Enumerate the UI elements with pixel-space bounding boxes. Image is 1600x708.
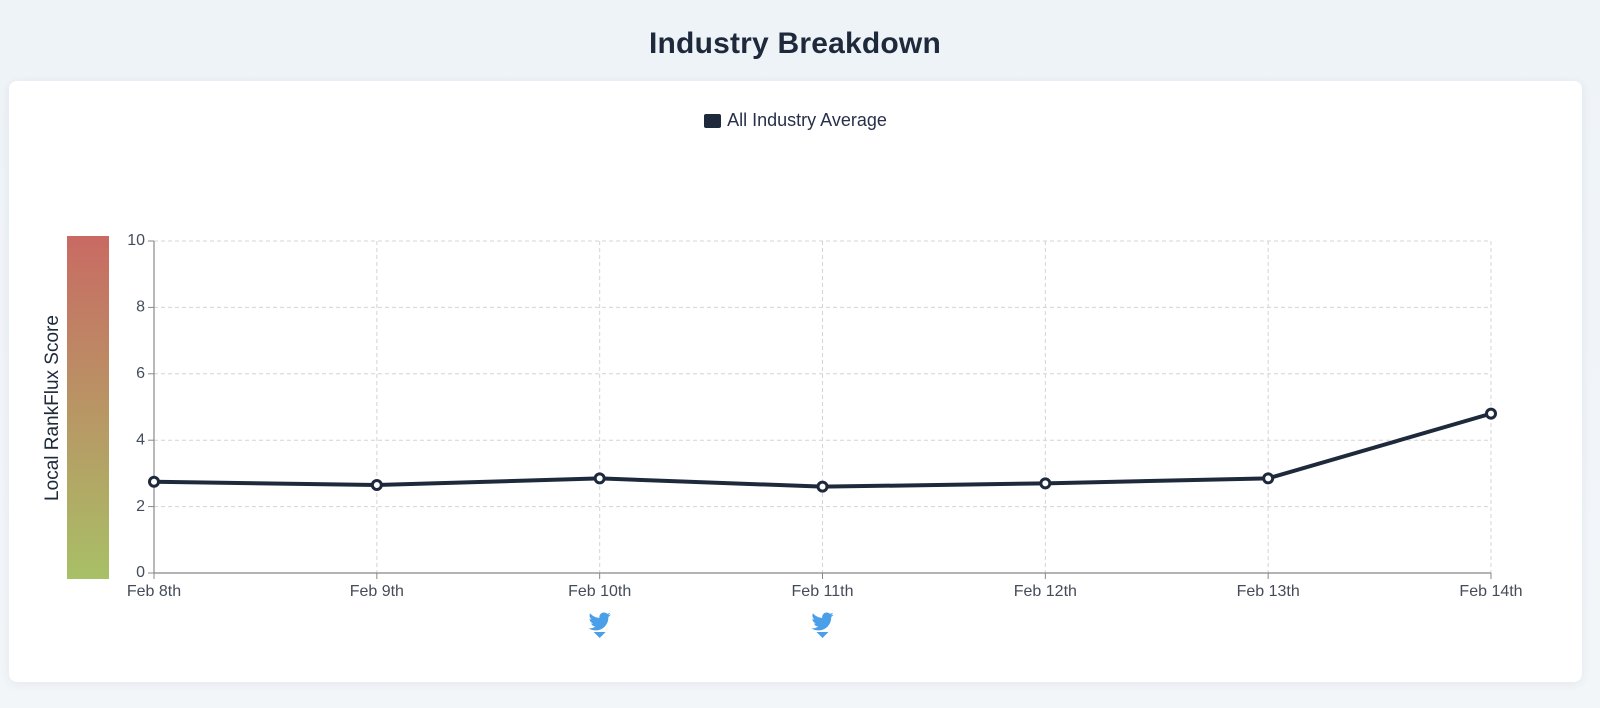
- data-point[interactable]: [1485, 407, 1497, 420]
- y-tick-label: 0: [136, 564, 145, 581]
- grid: [154, 240, 1492, 573]
- data-point[interactable]: [370, 479, 383, 492]
- y-tick-label: 6: [136, 365, 145, 382]
- x-tick-label: Feb 13th: [1237, 583, 1300, 600]
- series-layer: [148, 407, 1497, 493]
- data-point[interactable]: [1262, 472, 1275, 485]
- event-markers: [588, 612, 834, 639]
- score-scale-bar: [67, 236, 109, 579]
- chart-card: All Industry Average Local RankFlux Scor…: [9, 81, 1582, 682]
- x-tick-label: Feb 11th: [792, 583, 854, 600]
- data-point[interactable]: [1039, 477, 1052, 490]
- legend-swatch: [704, 113, 722, 128]
- x-tick-label: Feb 14th: [1459, 583, 1522, 600]
- y-tick-label: 8: [136, 299, 145, 316]
- x-tick-label: Feb 10th: [568, 583, 631, 600]
- data-point[interactable]: [593, 472, 606, 485]
- y-axis-title: Local RankFlux Score: [42, 315, 63, 501]
- data-point[interactable]: [148, 475, 160, 488]
- twitter-bird-icon[interactable]: [588, 612, 611, 639]
- x-tick-label: Feb 9th: [350, 583, 404, 600]
- legend-item[interactable]: All Industry Average: [9, 110, 1582, 131]
- legend-label: All Industry Average: [727, 110, 887, 130]
- twitter-bird-icon[interactable]: [811, 612, 834, 639]
- x-tick-label: Feb 8th: [127, 583, 181, 600]
- y-tick-label: 10: [127, 232, 145, 249]
- chevron-down-icon: [816, 632, 829, 638]
- line-chart: Local RankFlux Score 0 2 4 6 8 10 Feb 8th Feb 9…: [42, 232, 1523, 639]
- x-tick-label: Feb 12th: [1014, 583, 1077, 600]
- data-point[interactable]: [816, 480, 829, 493]
- chevron-down-icon: [593, 632, 606, 638]
- page-title: Industry Breakdown: [649, 27, 941, 60]
- axes: 0 2 4 6 8 10 Feb 8th Feb 9th Feb 10th Feb 11th Feb…: [127, 232, 1523, 600]
- y-tick-label: 4: [136, 431, 145, 448]
- y-tick-label: 2: [136, 498, 145, 515]
